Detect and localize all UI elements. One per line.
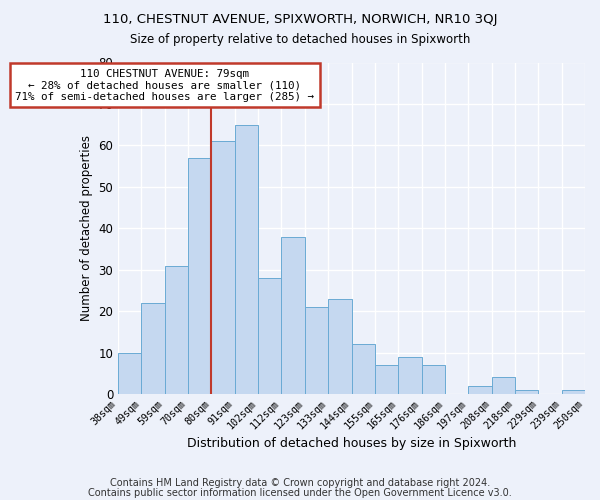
Bar (352, 344, 375, 394)
Bar (422, 365, 445, 394)
Bar (211, 141, 235, 394)
Bar (281, 236, 305, 394)
Bar (398, 357, 422, 394)
Text: Contains public sector information licensed under the Open Government Licence v3: Contains public sector information licen… (88, 488, 512, 498)
Bar (468, 386, 491, 394)
X-axis label: Distribution of detached houses by size in Spixworth: Distribution of detached houses by size … (187, 437, 516, 450)
Bar (188, 158, 211, 394)
Bar (142, 303, 164, 394)
Bar (118, 352, 142, 394)
Bar (491, 378, 515, 394)
Bar (305, 307, 328, 394)
Bar (375, 365, 398, 394)
Bar (328, 298, 352, 394)
Text: Size of property relative to detached houses in Spixworth: Size of property relative to detached ho… (130, 32, 470, 46)
Bar (562, 390, 585, 394)
Text: Contains HM Land Registry data © Crown copyright and database right 2024.: Contains HM Land Registry data © Crown c… (110, 478, 490, 488)
Bar (235, 124, 258, 394)
Bar (164, 266, 188, 394)
Text: 110, CHESTNUT AVENUE, SPIXWORTH, NORWICH, NR10 3QJ: 110, CHESTNUT AVENUE, SPIXWORTH, NORWICH… (103, 12, 497, 26)
Bar (515, 390, 538, 394)
Text: 110 CHESTNUT AVENUE: 79sqm
← 28% of detached houses are smaller (110)
71% of sem: 110 CHESTNUT AVENUE: 79sqm ← 28% of deta… (15, 68, 314, 102)
Y-axis label: Number of detached properties: Number of detached properties (80, 136, 93, 322)
Bar (258, 278, 281, 394)
